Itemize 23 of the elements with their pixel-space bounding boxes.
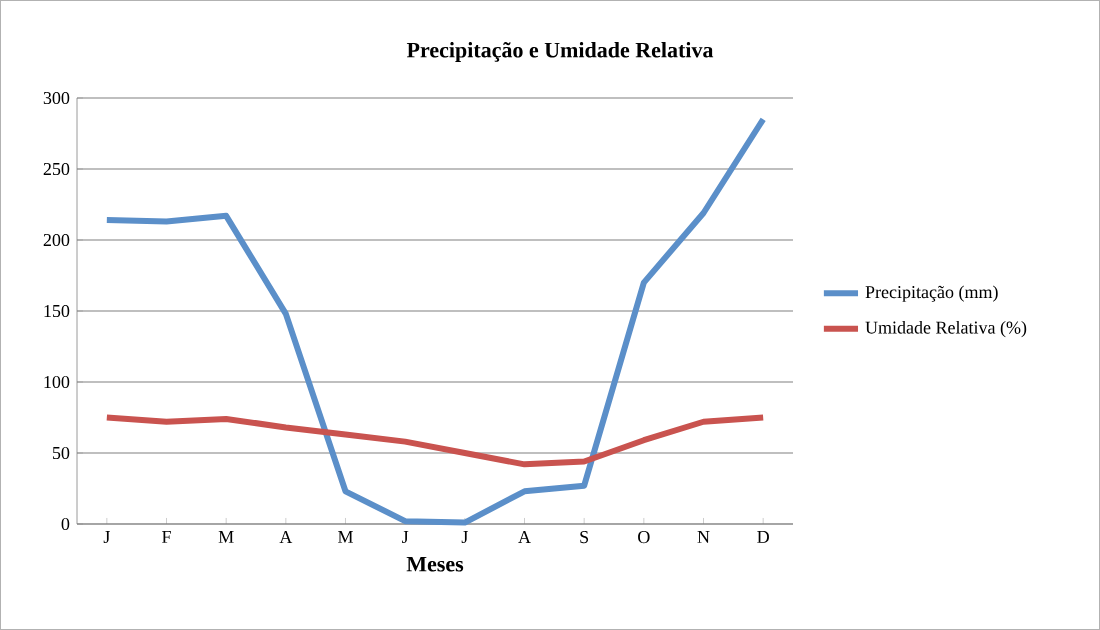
y-tick-label: 150	[44, 304, 70, 318]
x-tick-label: S	[580, 531, 589, 544]
x-tick-label: D	[757, 531, 769, 543]
y-tick-label: 300	[43, 91, 70, 105]
chart-title: Precipitação e Umidade Relativa	[406, 41, 714, 62]
x-tick-label: N	[697, 531, 710, 543]
x-tick-label: F	[162, 531, 171, 543]
legend-label: Precipitação (mm)	[865, 285, 998, 302]
y-tick-label: 100	[44, 375, 70, 389]
x-tick-label: O	[638, 531, 650, 544]
x-tick-label: M	[338, 531, 353, 543]
x-tick-label: J	[461, 531, 468, 544]
x-tick-label: J	[402, 531, 409, 544]
y-tick-label: 50	[52, 446, 70, 460]
x-tick-label: J	[103, 531, 110, 544]
x-axis-title: Meses	[406, 556, 464, 572]
x-tick-label: M	[218, 531, 234, 543]
y-tick-label: 200	[43, 233, 70, 247]
y-tick-label: 250	[43, 162, 70, 176]
x-tick-label: A	[279, 531, 293, 543]
legend-label: Umidade Relativa (%)	[865, 321, 1027, 338]
y-tick-label: 0	[61, 517, 70, 531]
x-tick-label: A	[518, 531, 531, 543]
